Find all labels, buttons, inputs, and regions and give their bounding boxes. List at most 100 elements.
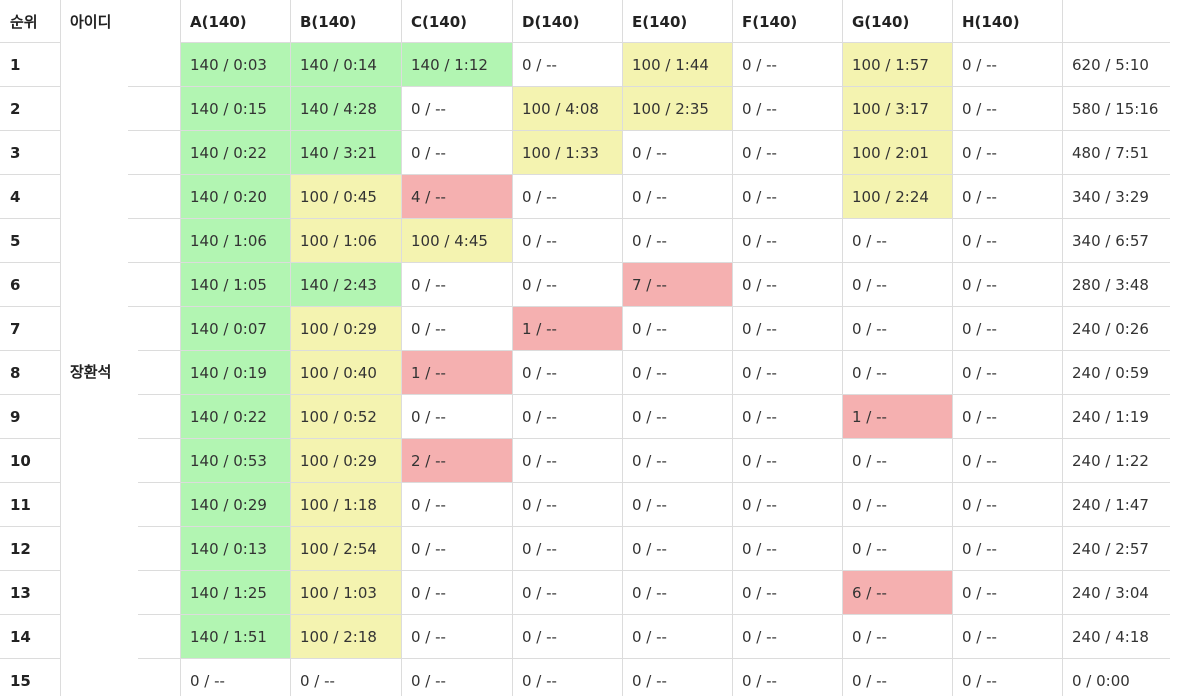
- table-row: 9 140 / 0:22 100 / 0:52 0 / -- 0 / -- 0 / -- 0…: [0, 394, 1180, 438]
- problem-h-score-cell: 0 / --: [952, 438, 1062, 482]
- table-row: 15 0 / -- 0 / -- 0 / -- 0 / -- 0 / -- 0 / -- 0 …: [0, 658, 1180, 696]
- problem-h-score-cell: 0 / --: [952, 86, 1062, 130]
- problem-f-score-cell: 0 / --: [732, 306, 842, 350]
- problem-b-header[interactable]: B(140): [300, 13, 357, 31]
- problem-c-score-cell: 0 / --: [401, 526, 512, 570]
- user-id-cell: [60, 570, 180, 614]
- problem-e-score-cell: 0 / --: [622, 614, 732, 658]
- problem-h-score-cell: 0 / --: [952, 174, 1062, 218]
- id-row-divider: [138, 438, 180, 439]
- rank-cell: 1: [0, 42, 60, 86]
- problem-b-score-cell: 140 / 0:14: [290, 42, 401, 86]
- problem-f-score-cell: 0 / --: [732, 262, 842, 306]
- problem-a-score-cell: 140 / 0:29: [180, 482, 290, 526]
- total-score-cell: 240 / 0:59: [1062, 350, 1170, 394]
- problem-b-score-cell: 100 / 2:18: [290, 614, 401, 658]
- problem-g-score-cell: 0 / --: [842, 526, 952, 570]
- problem-f-score-cell: 0 / --: [732, 130, 842, 174]
- table-row: 12 140 / 0:13 100 / 2:54 0 / -- 0 / -- 0 / --…: [0, 526, 1180, 570]
- problem-a-header[interactable]: A(140): [190, 13, 247, 31]
- user-id-cell: [60, 658, 180, 696]
- problem-f-score-cell: 0 / --: [732, 86, 842, 130]
- table-row: 14 140 / 1:51 100 / 2:18 0 / -- 0 / -- 0 / --…: [0, 614, 1180, 658]
- user-id-cell: [60, 614, 180, 658]
- total-score-cell: 580 / 15:16: [1062, 86, 1170, 130]
- problem-a-score-cell: 140 / 1:05: [180, 262, 290, 306]
- table-row: 11 140 / 0:29 100 / 1:18 0 / -- 0 / -- 0 / --…: [0, 482, 1180, 526]
- problem-g-score-cell: 100 / 1:57: [842, 42, 952, 86]
- problem-c-score-cell: 0 / --: [401, 86, 512, 130]
- problem-g-score-cell: 0 / --: [842, 438, 952, 482]
- user-id-cell: [60, 438, 180, 482]
- rank-cell: 9: [0, 394, 60, 438]
- problem-g-header[interactable]: G(140): [852, 13, 910, 31]
- problem-g-score-cell: 0 / --: [842, 350, 952, 394]
- problem-d-score-cell: 1 / --: [512, 306, 622, 350]
- problem-b-score-cell: 100 / 0:52: [290, 394, 401, 438]
- problem-h-score-cell: 0 / --: [952, 482, 1062, 526]
- problem-h-score-cell: 0 / --: [952, 218, 1062, 262]
- column-divider: [180, 0, 181, 696]
- table-row: 5 140 / 1:06 100 / 1:06 100 / 4:45 0 / -- 0 /…: [0, 218, 1180, 262]
- problem-f-score-cell: 0 / --: [732, 42, 842, 86]
- problem-g-score-cell: 0 / --: [842, 658, 952, 696]
- problem-f-score-cell: 0 / --: [732, 218, 842, 262]
- id-row-divider: [138, 394, 180, 395]
- id-row-divider: [128, 306, 180, 307]
- table-row: 8 장환석 140 / 0:19 100 / 0:40 1 / -- 0 / -- 0 / …: [0, 350, 1180, 394]
- problem-h-header[interactable]: H(140): [962, 13, 1020, 31]
- problem-d-score-cell: 100 / 4:08: [512, 86, 622, 130]
- problem-f-score-cell: 0 / --: [732, 482, 842, 526]
- problem-b-score-cell: 100 / 1:06: [290, 218, 401, 262]
- problem-d-score-cell: 0 / --: [512, 438, 622, 482]
- total-header: [1062, 0, 1180, 44]
- user-id-cell[interactable]: 장환석: [70, 363, 112, 381]
- problem-h-score-cell: 0 / --: [952, 130, 1062, 174]
- problem-c-score-cell: 0 / --: [401, 130, 512, 174]
- total-score-cell: 240 / 4:18: [1062, 614, 1170, 658]
- problem-c-score-cell: 2 / --: [401, 438, 512, 482]
- problem-b-score-cell: 100 / 2:54: [290, 526, 401, 570]
- column-divider: [732, 0, 733, 696]
- problem-a-score-cell: 0 / --: [180, 658, 290, 696]
- problem-a-score-cell: 140 / 0:53: [180, 438, 290, 482]
- problem-e-score-cell: 0 / --: [622, 658, 732, 696]
- rank-cell: 10: [0, 438, 60, 482]
- problem-g-score-cell: 0 / --: [842, 218, 952, 262]
- problem-c-score-cell: 4 / --: [401, 174, 512, 218]
- rank-cell: 4: [0, 174, 60, 218]
- problem-e-score-cell: 0 / --: [622, 570, 732, 614]
- problem-f-score-cell: 0 / --: [732, 394, 842, 438]
- problem-b-score-cell: 100 / 0:29: [290, 306, 401, 350]
- problem-a-score-cell: 140 / 0:22: [180, 394, 290, 438]
- problem-d-score-cell: 0 / --: [512, 482, 622, 526]
- problem-d-header[interactable]: D(140): [522, 13, 580, 31]
- problem-h-score-cell: 0 / --: [952, 262, 1062, 306]
- problem-g-score-cell: 100 / 2:24: [842, 174, 952, 218]
- problem-d-score-cell: 0 / --: [512, 218, 622, 262]
- problem-g-score-cell: 0 / --: [842, 262, 952, 306]
- problem-f-header[interactable]: F(140): [742, 13, 798, 31]
- problem-d-score-cell: 0 / --: [512, 614, 622, 658]
- problem-c-score-cell: 0 / --: [401, 614, 512, 658]
- problem-a-score-cell: 140 / 0:20: [180, 174, 290, 218]
- problem-e-score-cell: 0 / --: [622, 394, 732, 438]
- problem-h-score-cell: 0 / --: [952, 350, 1062, 394]
- problem-c-score-cell: 1 / --: [401, 350, 512, 394]
- problem-e-score-cell: 7 / --: [622, 262, 732, 306]
- problem-b-score-cell: 100 / 1:03: [290, 570, 401, 614]
- column-divider: [1062, 0, 1063, 696]
- problem-d-score-cell: 0 / --: [512, 350, 622, 394]
- problem-c-header[interactable]: C(140): [411, 13, 468, 31]
- column-divider: [60, 0, 61, 696]
- problem-b-score-cell: 100 / 1:18: [290, 482, 401, 526]
- total-score-cell: 240 / 1:47: [1062, 482, 1170, 526]
- problem-e-header[interactable]: E(140): [632, 13, 688, 31]
- rank-cell: 2: [0, 86, 60, 130]
- problem-b-score-cell: 140 / 3:21: [290, 130, 401, 174]
- problem-b-score-cell: 100 / 0:45: [290, 174, 401, 218]
- problem-d-score-cell: 0 / --: [512, 526, 622, 570]
- problem-g-score-cell: 0 / --: [842, 482, 952, 526]
- problem-g-score-cell: 6 / --: [842, 570, 952, 614]
